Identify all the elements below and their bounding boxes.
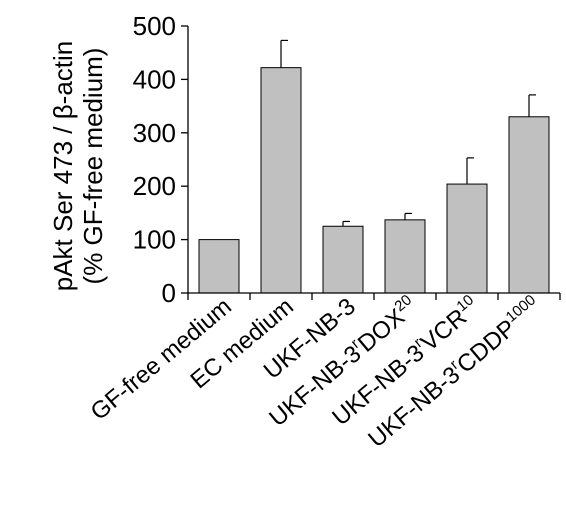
x-category-label-sup-conc: 1000 (503, 291, 539, 325)
bar (198, 239, 240, 294)
y-axis-title-line-1: pAkt Ser 473 / β-actin (48, 41, 78, 292)
y-tick-label: 0 (162, 278, 176, 308)
error-bar (528, 94, 536, 117)
bar (446, 183, 488, 294)
bar (384, 219, 426, 294)
error-bar (404, 212, 412, 220)
y-axis-title-line-2: (% GF-free medium) (78, 48, 108, 285)
error-bar (280, 39, 288, 68)
bars (198, 39, 550, 294)
y-tick-label: 100 (133, 225, 176, 255)
error-bar (466, 157, 474, 185)
y-axis: 0 100 200 300 400 500 (133, 11, 189, 308)
bar (322, 225, 364, 294)
y-axis-title: pAkt Ser 473 / β-actin (% GF-free medium… (48, 41, 108, 292)
y-tick-label: 500 (133, 11, 176, 41)
y-tick-label: 200 (133, 171, 176, 201)
error-bar (342, 220, 350, 227)
x-axis (187, 292, 561, 300)
bar (508, 116, 550, 294)
y-tick-label: 300 (133, 118, 176, 148)
bar (260, 67, 302, 294)
y-tick-label: 400 (133, 64, 176, 94)
